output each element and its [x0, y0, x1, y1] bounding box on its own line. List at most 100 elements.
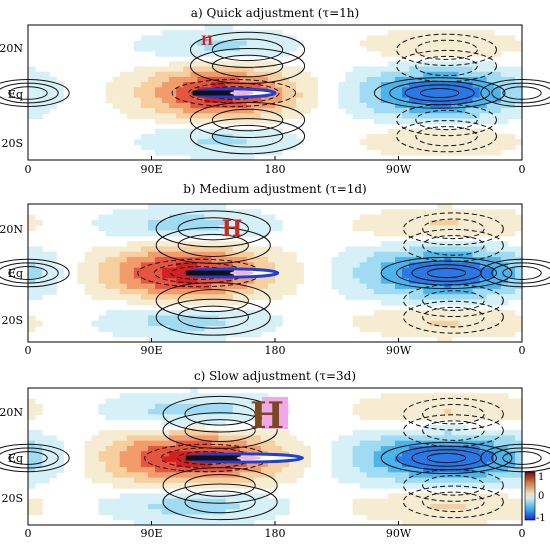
- field-cell: [49, 467, 57, 473]
- field-cell: [155, 451, 163, 458]
- field-cell: [105, 251, 114, 258]
- field-cell: [451, 519, 460, 526]
- field-cell: [423, 393, 431, 400]
- field-cell: [514, 45, 523, 52]
- field-cell: [28, 294, 36, 301]
- field-cell: [380, 456, 389, 463]
- field-cell: [493, 71, 502, 78]
- field-cell: [204, 82, 213, 88]
- field-cell: [437, 30, 445, 36]
- field-cell: [472, 71, 481, 78]
- field-cell: [479, 71, 488, 78]
- field-cell: [91, 440, 100, 447]
- field-cell: [140, 477, 149, 484]
- field-cell: [486, 87, 495, 94]
- field-cell: [430, 315, 438, 322]
- field-cell: [282, 87, 290, 94]
- field-cell: [253, 50, 262, 57]
- field-cell: [458, 424, 467, 431]
- field-cell: [197, 144, 206, 151]
- field-cell: [486, 430, 495, 437]
- field-cell: [423, 320, 431, 327]
- field-cell: [126, 315, 135, 322]
- field-cell: [444, 30, 453, 36]
- field-cell: [444, 294, 453, 301]
- field-cell: [275, 283, 283, 290]
- field-cell: [56, 273, 64, 279]
- field-cell: [486, 35, 495, 42]
- field-cell: [211, 71, 220, 78]
- field-cell: [444, 435, 453, 442]
- jet-core: [185, 270, 234, 276]
- field-cell: [56, 87, 64, 94]
- field-cell: [112, 456, 121, 463]
- field-cell: [416, 50, 424, 57]
- field-cell: [197, 102, 206, 109]
- field-cell: [225, 278, 234, 285]
- field-cell: [246, 310, 255, 317]
- field-cell: [394, 246, 403, 253]
- field-cell: [98, 445, 107, 452]
- field-cell: [176, 139, 184, 146]
- field-cell: [387, 128, 396, 135]
- field-cell: [211, 219, 220, 226]
- field-cell: [28, 214, 36, 221]
- field-cell: [458, 257, 467, 263]
- field-cell: [465, 467, 474, 473]
- field-cell: [218, 509, 227, 516]
- field-cell: [423, 246, 431, 253]
- field-cell: [430, 393, 438, 400]
- field-cell: [112, 273, 121, 279]
- field-cell: [514, 108, 523, 114]
- field-cell: [331, 273, 340, 279]
- field-cell: [105, 246, 114, 253]
- field-cell: [465, 503, 474, 510]
- field-cell: [133, 472, 142, 479]
- field-cell: [465, 134, 474, 140]
- field-cell: [500, 219, 509, 226]
- field-cell: [366, 456, 375, 463]
- field-cell: [218, 40, 227, 47]
- field-cell: [394, 139, 403, 146]
- field-cell: [155, 310, 163, 317]
- field-cell: [183, 71, 191, 78]
- field-cell: [232, 310, 241, 317]
- field-cell: [140, 445, 149, 452]
- field-cell: [98, 219, 107, 226]
- field-cell: [218, 262, 227, 269]
- field-cell: [458, 144, 467, 151]
- field-cell: [493, 467, 502, 473]
- field-cell: [437, 262, 445, 269]
- field-cell: [169, 251, 177, 258]
- field-cell: [239, 519, 248, 526]
- field-cell: [98, 461, 107, 468]
- field-cell: [260, 102, 269, 109]
- field-cell: [423, 262, 431, 269]
- field-cell: [472, 519, 481, 526]
- field-cell: [416, 30, 424, 36]
- contour-positive: [184, 490, 256, 514]
- field-cell: [225, 482, 234, 489]
- field-cell: [458, 50, 467, 57]
- field-cell: [169, 498, 177, 505]
- field-cell: [387, 509, 396, 516]
- field-cell: [472, 241, 481, 248]
- field-cell: [183, 30, 191, 36]
- field-cell: [444, 113, 453, 120]
- field-cell: [140, 102, 149, 109]
- field-cell: [458, 87, 467, 94]
- field-cell: [409, 435, 417, 442]
- field-cell: [253, 149, 262, 156]
- field-cell: [451, 61, 460, 68]
- field-cell: [514, 71, 523, 78]
- field-cell: [430, 209, 438, 216]
- field-cell: [169, 209, 177, 216]
- field-cell: [147, 409, 156, 415]
- field-cell: [514, 414, 523, 421]
- field-cell: [437, 440, 445, 447]
- field-cell: [183, 430, 191, 437]
- field-cell: [437, 435, 445, 442]
- contour-negative: [422, 403, 485, 425]
- field-cell: [416, 331, 424, 338]
- field-cell: [253, 118, 262, 125]
